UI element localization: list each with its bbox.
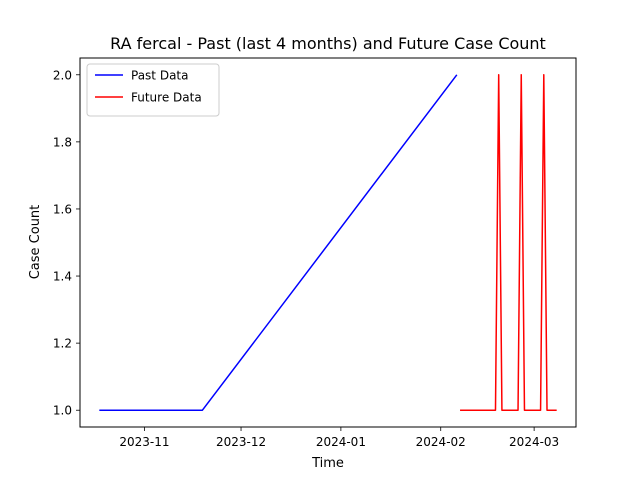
x-tick-label: 2024-01 xyxy=(316,435,366,449)
legend-label: Future Data xyxy=(131,91,202,105)
series-line-1 xyxy=(460,74,557,411)
y-tick-label: 1.2 xyxy=(53,337,72,351)
x-axis: 2023-11 2023-12 2024-01 2024-02 2024-03 xyxy=(119,427,559,449)
x-tick-label: 2023-11 xyxy=(119,435,169,449)
x-tick-label: 2023-12 xyxy=(216,435,266,449)
x-axis-label: Time xyxy=(311,456,344,471)
legend-box xyxy=(86,63,220,117)
y-tick-label: 1.8 xyxy=(53,135,72,149)
y-tick-label: 1.4 xyxy=(53,270,72,284)
plot-area xyxy=(79,57,577,428)
y-tick-label: 1.6 xyxy=(53,202,72,216)
y-tick-label: 2.0 xyxy=(53,68,72,82)
y-tick-label: 1.0 xyxy=(53,404,72,418)
x-tick-label: 2024-03 xyxy=(509,435,559,449)
legend-label: Past Data xyxy=(131,69,188,83)
y-axis: 1.0 1.2 1.4 1.6 1.8 2.0 xyxy=(53,68,80,418)
series-line-0 xyxy=(99,74,458,411)
y-axis-label: Case Count xyxy=(28,205,43,280)
plot-frame xyxy=(79,57,577,428)
x-tick-label: 2024-02 xyxy=(416,435,466,449)
series-layer xyxy=(99,74,557,411)
legend: Past Data Future Data xyxy=(86,63,220,117)
chart-title: RA fercal - Past (last 4 months) and Fut… xyxy=(110,34,546,53)
